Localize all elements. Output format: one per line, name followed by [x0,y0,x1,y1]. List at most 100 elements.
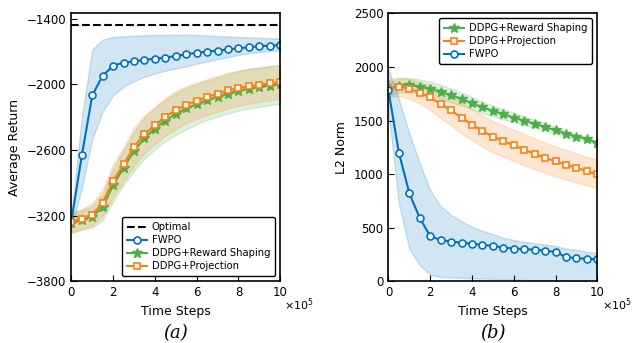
DDPG+Reward Shaping [276,82,284,86]
DDPG+Projection [224,88,232,93]
DDPG+Projection [395,85,403,89]
DDPG+Reward Shaping [235,89,243,93]
FWPO [68,219,76,223]
DDPG+Projection [406,87,413,91]
FWPO [385,88,392,93]
FWPO [161,56,169,60]
Text: (b): (b) [480,324,506,342]
FWPO [593,257,601,261]
DDPG+Projection [172,108,180,112]
DDPG+Projection [151,123,159,128]
DDPG+Projection [68,220,76,224]
FWPO [141,58,148,62]
Line: DDPG+Projection: DDPG+Projection [385,84,600,177]
DDPG+Projection [245,84,253,88]
DDPG+Projection [416,91,424,95]
DDPG+Projection [499,139,507,143]
DDPG+Reward Shaping [573,134,580,139]
DDPG+Reward Shaping [172,112,180,116]
Legend: DDPG+Reward Shaping, DDPG+Projection, FWPO: DDPG+Reward Shaping, DDPG+Projection, FW… [439,18,593,64]
FWPO [489,244,497,248]
DDPG+Reward Shaping [88,215,96,219]
DDPG+Reward Shaping [266,83,274,87]
DDPG+Projection [120,162,127,166]
DDPG+Projection [235,86,243,90]
FWPO [204,49,211,54]
FWPO [224,47,232,51]
DDPG+Projection [552,159,559,164]
DDPG+Projection [489,134,497,139]
DDPG+Reward Shaping [583,137,591,141]
Optimal [68,23,76,27]
FWPO [255,44,263,48]
DDPG+Projection [78,217,86,221]
DDPG+Reward Shaping [130,149,138,153]
FWPO [266,44,274,48]
DDPG+Reward Shaping [541,125,549,129]
DDPG+Projection [593,172,601,176]
DDPG+Reward Shaping [193,102,200,106]
FWPO [88,93,96,97]
FWPO [552,250,559,254]
DDPG+Projection [447,108,455,113]
DDPG+Reward Shaping [161,118,169,122]
DDPG+Reward Shaping [499,112,507,116]
DDPG+Projection [510,143,518,147]
FWPO [395,151,403,155]
DDPG+Reward Shaping [479,105,486,109]
DDPG+Reward Shaping [204,98,211,102]
FWPO [447,239,455,244]
DDPG+Projection [541,156,549,160]
Y-axis label: L2 Norm: L2 Norm [335,121,348,174]
FWPO [214,48,221,52]
DDPG+Reward Shaping [224,92,232,96]
FWPO [416,216,424,220]
DDPG+Projection [193,99,200,103]
DDPG+Reward Shaping [593,141,601,145]
FWPO [479,243,486,247]
FWPO [426,234,434,238]
Line: DDPG+Projection: DDPG+Projection [68,79,284,225]
FWPO [458,241,465,245]
FWPO [531,248,538,252]
DDPG+Projection [130,145,138,149]
FWPO [468,242,476,246]
DDPG+Projection [161,115,169,119]
FWPO [99,74,106,78]
FWPO [562,255,570,259]
DDPG+Projection [562,163,570,167]
FWPO [499,246,507,250]
DDPG+Reward Shaping [120,165,127,169]
FWPO [151,57,159,61]
DDPG+Reward Shaping [214,95,221,99]
DDPG+Projection [266,81,274,85]
DDPG+Reward Shaping [141,136,148,140]
FWPO [130,59,138,63]
FWPO [437,238,445,242]
DDPG+Projection [385,86,392,91]
FWPO [182,52,190,56]
Y-axis label: Average Return: Average Return [8,99,21,196]
DDPG+Projection [573,166,580,170]
FWPO [541,249,549,253]
DDPG+Reward Shaping [437,90,445,94]
FWPO [78,153,86,157]
DDPG+Projection [214,92,221,96]
DDPG+Reward Shaping [385,87,392,92]
DDPG+Reward Shaping [99,205,106,209]
Line: DDPG+Reward Shaping: DDPG+Reward Shaping [67,80,285,228]
FWPO [109,64,117,68]
DDPG+Reward Shaping [426,87,434,91]
DDPG+Projection [255,83,263,87]
Line: DDPG+Reward Shaping: DDPG+Reward Shaping [383,80,602,148]
Line: FWPO: FWPO [385,87,601,263]
Optimal [68,23,76,27]
FWPO [406,191,413,196]
DDPG+Reward Shaping [489,109,497,113]
FWPO [235,46,243,50]
DDPG+Projection [426,95,434,99]
Legend: Optimal, FWPO, DDPG+Reward Shaping, DDPG+Projection: Optimal, FWPO, DDPG+Reward Shaping, DDPG… [122,217,275,276]
FWPO [573,256,580,260]
X-axis label: Time Steps: Time Steps [141,305,211,318]
DDPG+Projection [204,95,211,99]
